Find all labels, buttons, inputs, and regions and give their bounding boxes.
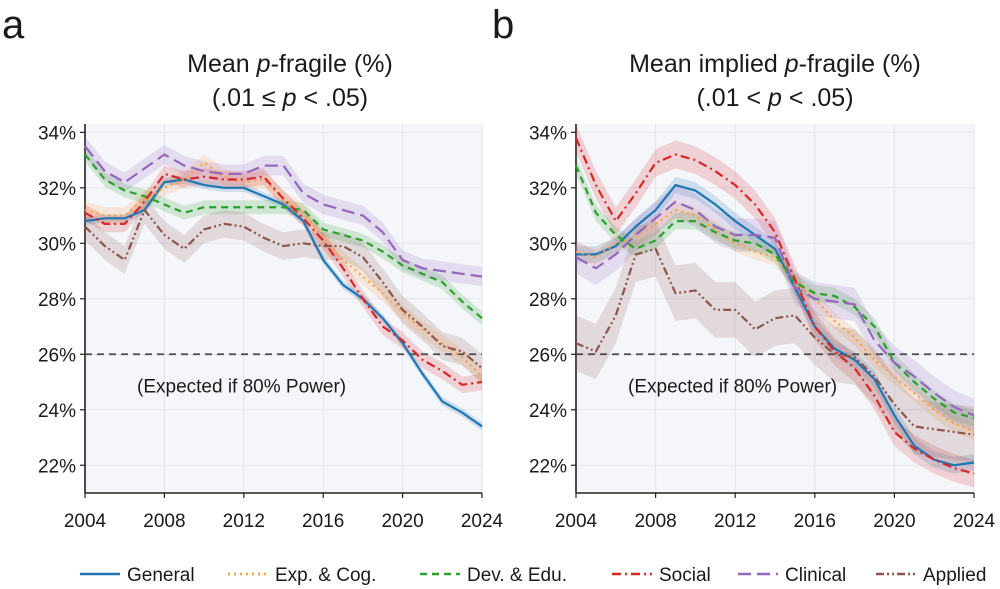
panel-a-reference-label: (Expected if 80% Power)	[137, 376, 346, 397]
panel-b-reference-label: (Expected if 80% Power)	[628, 376, 837, 397]
panel-b-ytick-label: 34%	[529, 123, 567, 144]
panel-b-ytick-label: 28%	[529, 290, 567, 311]
panel-b-series-general	[576, 183, 975, 467]
panel-a-ytick-label: 22%	[38, 456, 76, 477]
panel-a-xtick-label: 2012	[223, 511, 265, 532]
panel-a-xtick-label: 2024	[461, 511, 504, 532]
panel-a-plot: 22% 24% 26% 28% 30% 32% 34% 2004 2008 2012 2016 202…	[38, 123, 504, 532]
panel-a-ytick-label: 30%	[38, 234, 76, 255]
panel-b-ytick-label: 26%	[529, 345, 567, 366]
panel-b-plot-background	[576, 124, 974, 493]
legend: General Exp. & Cog. Dev. & Edu. Social Clini…	[80, 565, 986, 586]
legend-label-clinical: Clinical	[785, 565, 846, 586]
panel-b-title-line1: Mean implied p-fragile (%)	[629, 50, 921, 78]
panel-a-series-applied	[84, 208, 483, 369]
panel-b-series-exp-cog	[575, 208, 975, 433]
panel-a-band-general	[85, 175, 482, 431]
panel-a-xtick-label: 2004	[64, 511, 107, 532]
panel-a-band-clinical	[85, 136, 482, 287]
panel-b-xtick-label: 2024	[953, 511, 996, 532]
panel-a-title-line1: Mean p-fragile (%)	[187, 50, 393, 78]
legend-label-exp-cog: Exp. & Cog.	[275, 565, 376, 586]
panel-a-series-dev-edu	[84, 153, 483, 320]
panel-b-band-clinical	[576, 185, 974, 432]
panel-a-xtick-label: 2020	[381, 511, 423, 532]
panel-a-xtick-label: 2016	[302, 511, 344, 532]
panel-a-title-line2: (.01 ≤ p < .05)	[212, 84, 368, 112]
panel-b-ytick-label: 30%	[529, 234, 567, 255]
panel-b-series-applied	[575, 247, 975, 436]
panel-b-title-line2: (.01 < p < .05)	[696, 84, 853, 112]
panel-b-ytick-label: 22%	[529, 456, 567, 477]
panel-b-ytick-label: 24%	[529, 401, 567, 422]
legend-label-social: Social	[659, 565, 711, 586]
panel-a-series-general	[84, 178, 483, 428]
panel-b-xtick-label: 2012	[714, 511, 756, 532]
panel-a-series-clinical	[84, 145, 483, 278]
panel-a-xtick-label: 2008	[143, 511, 185, 532]
panel-a-band-exp-cog	[85, 154, 482, 385]
panel-b-xtick-label: 2004	[555, 511, 598, 532]
panel-b-series-dev-edu	[574, 165, 975, 420]
panel-a-plot-background	[85, 124, 482, 493]
panel-b-xtick-label: 2020	[873, 511, 915, 532]
legend-label-general: General	[127, 565, 195, 586]
panel-letter-a: a	[2, 3, 25, 47]
panel-a-ytick-label: 26%	[38, 345, 76, 366]
panel-a-ytick-label: 28%	[38, 290, 76, 311]
panel-b-series-clinical	[575, 200, 975, 417]
panel-a-ytick-label: 24%	[38, 401, 76, 422]
legend-label-applied: Applied	[923, 565, 986, 586]
panel-b-xtick-label: 2016	[794, 511, 836, 532]
panel-a-series-social	[84, 172, 483, 386]
panel-b-series-social	[574, 137, 975, 475]
panel-b-plot: 22% 24% 26% 28% 30% 32% 34% 2004 2008 2012 2016 202…	[529, 123, 996, 532]
panel-b-band-applied	[576, 221, 974, 463]
panel-a-ytick-label: 34%	[38, 123, 76, 144]
panel-b-band-dev-edu	[576, 157, 974, 427]
panel-a-ytick-label: 32%	[38, 179, 76, 200]
panel-b-band-social	[576, 124, 974, 488]
panel-b-ytick-label: 32%	[529, 179, 567, 200]
panel-a-band-applied	[85, 196, 482, 383]
panel-a-band-social	[85, 165, 482, 394]
panel-letter-b: b	[492, 3, 514, 47]
panel-b-xtick-label: 2008	[634, 511, 676, 532]
legend-label-dev-edu: Dev. & Edu.	[467, 565, 567, 586]
